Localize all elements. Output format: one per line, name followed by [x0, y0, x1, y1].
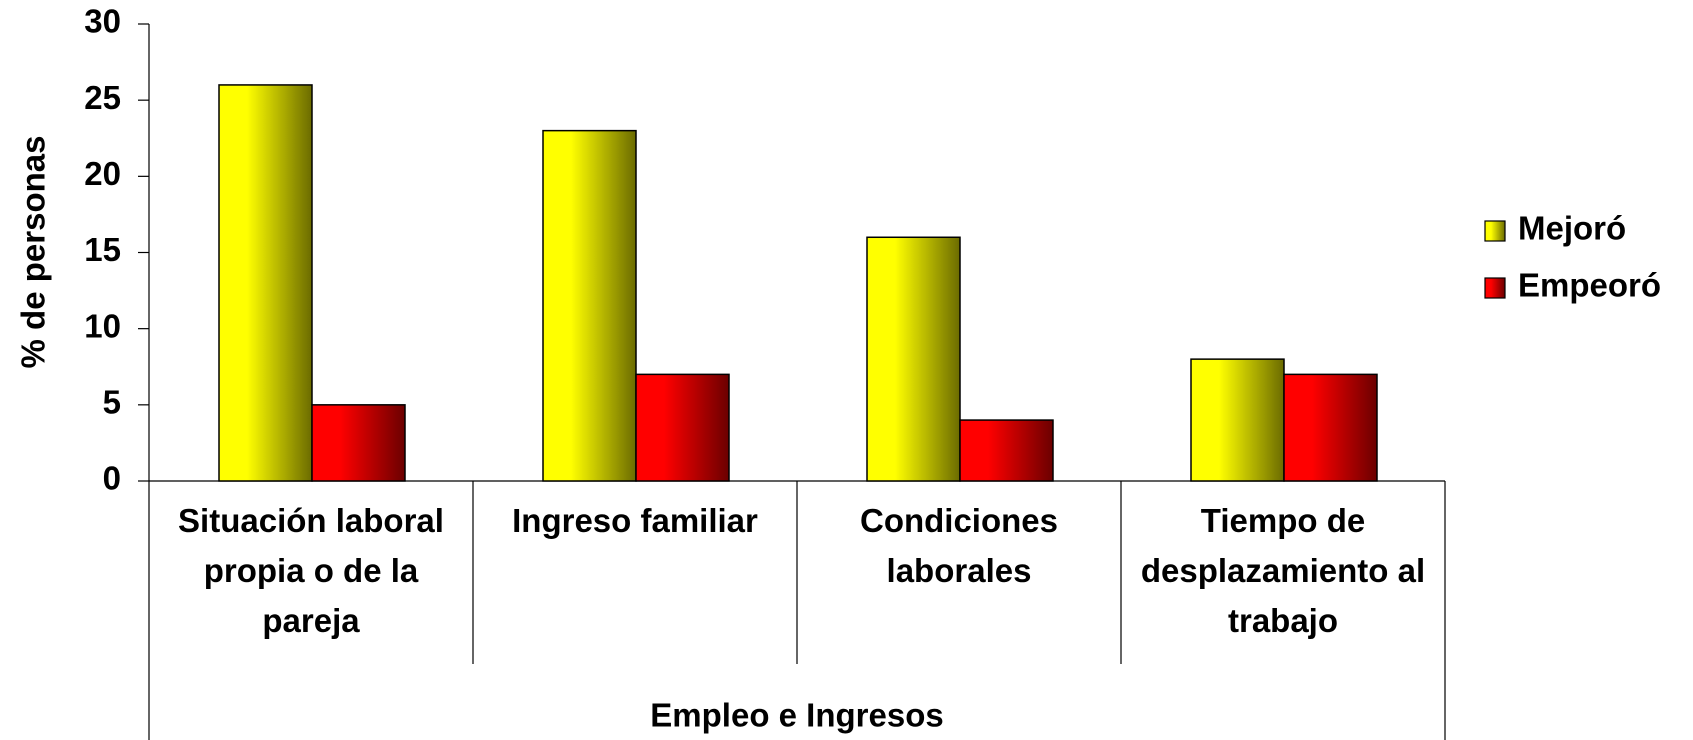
- legend-swatch: [1484, 220, 1506, 242]
- bar: [866, 236, 961, 482]
- y-tick-label: 0: [103, 460, 121, 497]
- bar: [959, 419, 1054, 482]
- legend-label: Mejoró: [1518, 210, 1626, 247]
- x-tick-label: Situación laboral propia o de la pareja: [178, 502, 444, 639]
- y-tick-label: 15: [84, 231, 121, 268]
- bar: [1190, 358, 1285, 482]
- group-label: Empleo e Ingresos: [650, 697, 943, 734]
- bar: [1283, 373, 1378, 482]
- bar: [542, 129, 637, 482]
- legend-label: Empeoró: [1518, 267, 1661, 304]
- x-tick-label: Condiciones laborales: [859, 502, 1059, 589]
- y-tick-label: 30: [84, 3, 121, 40]
- x-tick-label: Tiempo de desplazamiento al trabajo: [1140, 502, 1426, 639]
- y-tick-label: 25: [84, 79, 121, 116]
- bar: [311, 404, 406, 482]
- legend-swatch: [1484, 277, 1506, 299]
- bar: [635, 373, 730, 482]
- y-tick-label: 20: [84, 155, 121, 192]
- y-axis-title: % de personas: [15, 136, 52, 369]
- bar: [218, 84, 313, 482]
- x-tick-label: Ingreso familiar: [512, 502, 758, 539]
- y-tick-label: 10: [84, 307, 121, 344]
- y-tick-label: 5: [103, 384, 121, 421]
